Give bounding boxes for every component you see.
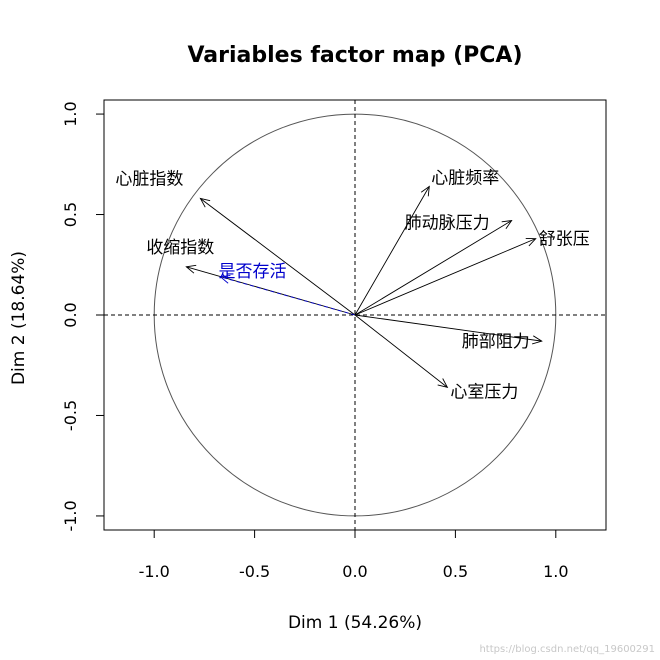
variable-arrow bbox=[354, 220, 512, 316]
grid-layer bbox=[104, 100, 606, 530]
x-tick-label: 0.5 bbox=[443, 562, 468, 581]
variable-label: 收缩指数 bbox=[146, 238, 214, 258]
y-tick-label: 0.0 bbox=[61, 302, 80, 327]
watermark: https://blog.csdn.net/qq_19600291 bbox=[479, 644, 655, 655]
variable-arrow bbox=[354, 314, 448, 388]
variable-label: 肺部阻力 bbox=[462, 332, 530, 352]
variable-arrowhead bbox=[219, 274, 231, 284]
variable-arrow bbox=[354, 238, 536, 316]
x-tick-label: 1.0 bbox=[543, 562, 568, 581]
x-axis-label: Dim 1 (54.26%) bbox=[288, 613, 422, 633]
y-tick-label: 0.5 bbox=[61, 202, 80, 227]
y-axis-label: Dim 2 (18.64%) bbox=[9, 251, 29, 385]
variable-arrowhead bbox=[525, 237, 537, 247]
variable-label: 心脏频率 bbox=[431, 168, 499, 188]
x-tick-label: -0.5 bbox=[239, 562, 270, 581]
variable-label: 心室压力 bbox=[450, 382, 518, 402]
variable-arrowhead bbox=[437, 378, 449, 389]
variable-arrowhead bbox=[420, 185, 430, 197]
variable-arrow bbox=[220, 276, 356, 316]
variable-label: 是否存活 bbox=[218, 262, 286, 282]
variable-arrow bbox=[354, 186, 430, 316]
variable-label: 舒张压 bbox=[539, 230, 590, 250]
ticks-layer: -1.0 -0.5 0.0 0.5 1.0 -1.0 -0.5 0.0 0.5 1.0 bbox=[61, 101, 569, 581]
x-tick-label: 0.0 bbox=[342, 562, 367, 581]
variable-label: 肺动脉压力 bbox=[405, 214, 490, 234]
y-tick-label: -0.5 bbox=[61, 400, 80, 431]
variable-arrow bbox=[200, 198, 356, 316]
x-tick-label: -1.0 bbox=[139, 562, 170, 581]
variable-label: 心脏指数 bbox=[115, 169, 183, 189]
variable-arrowhead bbox=[185, 264, 197, 274]
variable-arrow bbox=[354, 314, 542, 342]
chart-title: Variables factor map (PCA) bbox=[187, 43, 522, 68]
y-tick-label: -1.0 bbox=[61, 500, 80, 531]
variable-arrowhead bbox=[199, 197, 211, 208]
y-tick-label: 1.0 bbox=[61, 101, 80, 126]
variable-arrowhead bbox=[532, 335, 543, 345]
variable-arrowhead bbox=[501, 219, 513, 230]
arrows-layer bbox=[185, 185, 543, 389]
